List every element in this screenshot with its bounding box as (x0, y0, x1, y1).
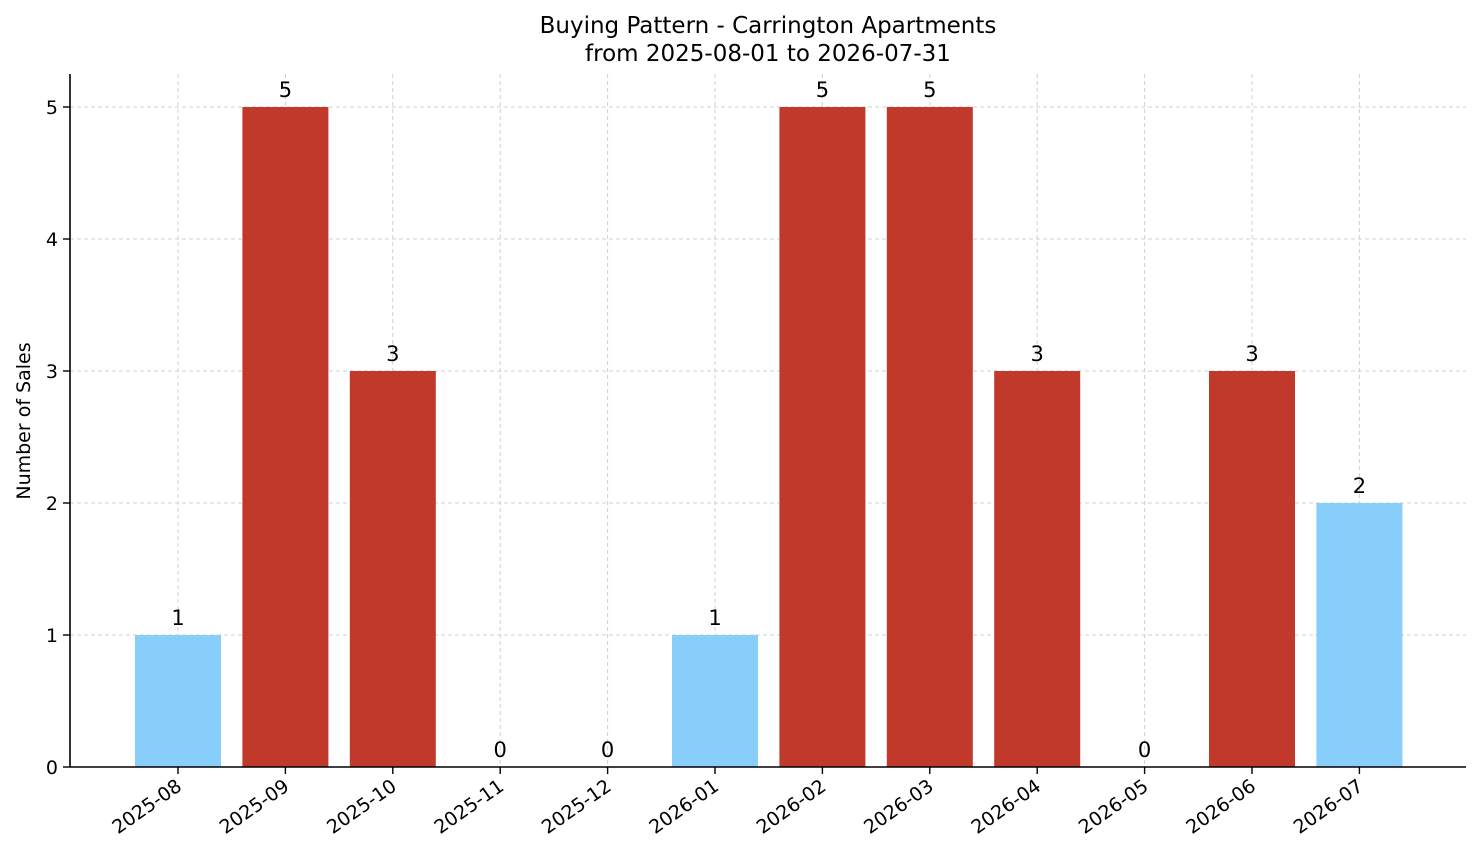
bar-value-label: 5 (923, 78, 936, 102)
x-tick-labels: 2025-08 2025-09 2025-10 2025-11 2025-12 2026-… (108, 775, 1367, 839)
bar-value-label: 2 (1353, 474, 1366, 498)
bar-value-label: 0 (494, 738, 507, 762)
y-tick-label: 1 (46, 625, 58, 647)
y-tick-label: 0 (46, 757, 58, 779)
bar-value-label: 3 (1245, 342, 1258, 366)
bars-layer (135, 107, 1403, 767)
bar-value-label: 3 (386, 342, 399, 366)
bar-value-label: 1 (171, 606, 184, 630)
bar-2025-09 (242, 107, 329, 767)
bar-2025-08 (135, 635, 221, 767)
y-tick-labels: 0 1 2 3 4 5 (46, 97, 58, 779)
y-tick-label: 4 (46, 229, 58, 251)
bar-2026-06 (1209, 371, 1295, 767)
x-tick-label: 2025-09 (216, 775, 294, 839)
bar-value-label: 0 (1138, 738, 1151, 762)
bar-value-label: 3 (1031, 342, 1044, 366)
y-axis-label: Number of Sales (13, 342, 35, 499)
bar-2026-01 (672, 635, 758, 767)
x-tick-label: 2026-06 (1182, 775, 1260, 839)
bar-2025-10 (349, 371, 436, 767)
chart-title: Buying Pattern - Carrington Apartments (540, 13, 997, 39)
x-tick-label: 2026-02 (753, 775, 831, 839)
bar-value-label: 0 (601, 738, 614, 762)
bar-value-label: 5 (279, 78, 292, 102)
bar-labels-layer: 1 5 3 0 0 1 5 5 3 0 3 2 (171, 78, 1366, 762)
y-tick-label: 2 (46, 493, 58, 515)
x-tick-label: 2026-07 (1290, 775, 1368, 839)
bar-2026-07 (1316, 503, 1403, 767)
x-tick-label: 2026-05 (1075, 775, 1153, 839)
y-tick-label: 3 (46, 361, 58, 383)
bar-2026-03 (886, 107, 973, 767)
x-tick-label: 2026-01 (645, 775, 723, 839)
bar-value-label: 1 (708, 606, 721, 630)
bar-2026-02 (779, 107, 866, 767)
x-tick-label: 2026-04 (967, 775, 1045, 839)
x-tick-label: 2025-11 (430, 775, 508, 839)
x-tick-label: 2026-03 (860, 775, 938, 839)
axes-layer (63, 74, 1466, 774)
x-tick-label: 2025-08 (108, 775, 186, 839)
x-tick-label: 2025-10 (323, 775, 401, 839)
y-tick-label: 5 (46, 97, 58, 119)
bar-value-label: 5 (816, 78, 829, 102)
bar-2026-04 (994, 371, 1081, 767)
chart-subtitle: from 2025-08-01 to 2026-07-31 (585, 41, 951, 67)
x-tick-label: 2025-12 (538, 775, 616, 839)
